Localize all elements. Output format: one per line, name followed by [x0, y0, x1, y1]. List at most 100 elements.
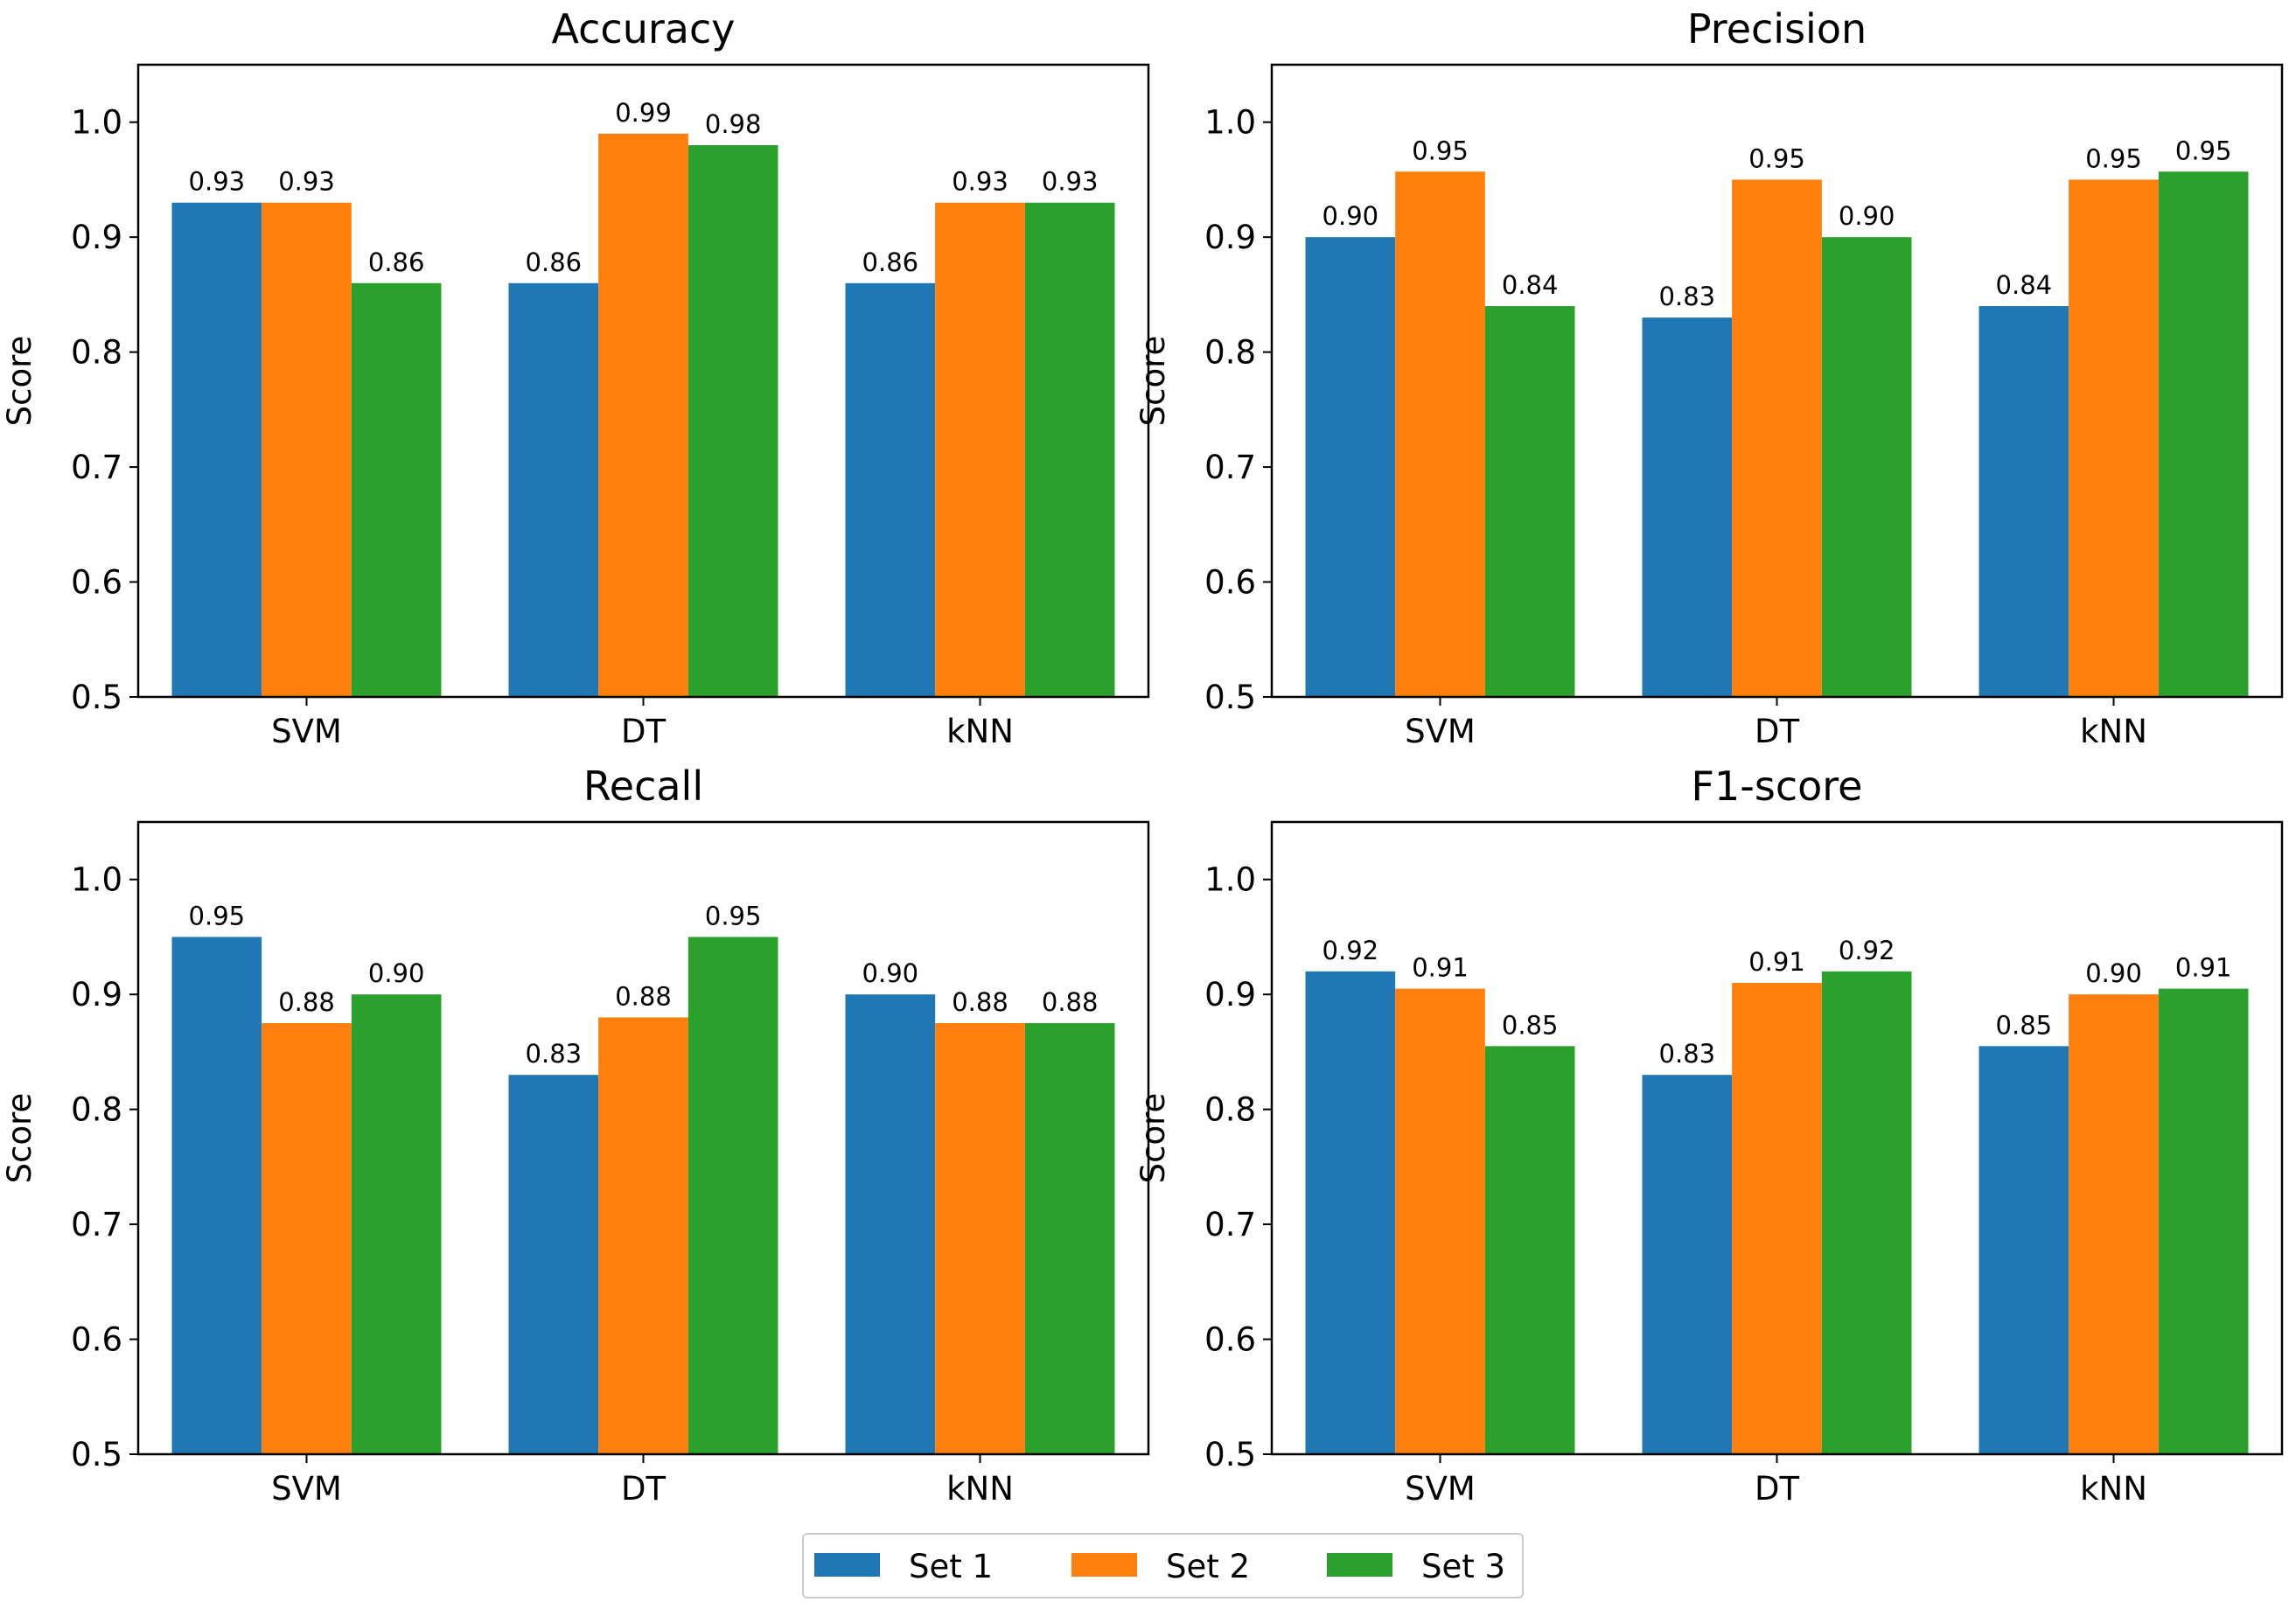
legend: Set 1 Set 2 Set 3: [802, 1533, 1524, 1599]
data-label: 0.90: [368, 958, 425, 988]
x-tick-label: kNN: [946, 1470, 1014, 1508]
y-tick-label: 0.9: [1204, 219, 1256, 256]
bar-accuracy-knn-set2: [935, 202, 1025, 697]
subplot-recall: Recall 0.5 0.6 0.7 0.8 0.9 1.0 Score SVM 0.95 0.88…: [1, 763, 1150, 1508]
y-tick-label: 0.8: [71, 1091, 122, 1129]
subplot-f1-score: F1-score 0.5 0.6 0.7 0.8 0.9 1.0 Score SVM 0.92 0.…: [1134, 763, 2284, 1508]
data-label: 0.91: [2175, 953, 2232, 983]
chart-title: Accuracy: [551, 5, 735, 52]
data-label: 0.90: [2085, 958, 2142, 988]
subplot-precision: Precision 0.5 0.6 0.7 0.8 0.9 1.0 Score SVM 0.90 0…: [1134, 5, 2284, 750]
bar-f1-score-svm-set3: [1484, 1046, 1575, 1454]
bar-f1-score-knn-set1: [1978, 1046, 2069, 1454]
data-label: 0.90: [862, 958, 919, 988]
data-label: 0.95: [2085, 143, 2142, 173]
x-tick-label: SVM: [271, 1470, 342, 1508]
data-label: 0.85: [1502, 1010, 1559, 1040]
bar-accuracy-knn-set3: [1024, 202, 1115, 697]
data-label: 0.90: [1839, 201, 1895, 231]
data-label: 0.91: [1748, 947, 1805, 977]
chart-title: Precision: [1687, 5, 1867, 52]
y-tick-label: 0.7: [1204, 1206, 1256, 1243]
bar-f1-score-knn-set3: [2158, 988, 2249, 1454]
legend-swatch: [1327, 1553, 1392, 1577]
x-tick-label: SVM: [1405, 713, 1476, 750]
subplot-grid: Accuracy 0.5 0.6 0.7 0.8 0.9 1.0 Score SVM 0.93 0.…: [1, 5, 2284, 1508]
bar-accuracy-svm-set1: [171, 202, 262, 697]
y-tick-label: 0.9: [71, 219, 122, 256]
bar-accuracy-dt-set3: [687, 145, 778, 697]
subplot-accuracy: Accuracy 0.5 0.6 0.7 0.8 0.9 1.0 Score SVM 0.93 0.…: [1, 5, 1150, 750]
bar-f1-score-dt-set1: [1642, 1075, 1733, 1454]
plot-area-frame: [136, 63, 1150, 699]
bar-precision-dt-set1: [1642, 317, 1733, 697]
x-tick-label: kNN: [2080, 713, 2147, 750]
y-axis-label: Score: [1, 1093, 38, 1184]
bar-recall-knn-set1: [845, 994, 936, 1454]
data-label: 0.90: [1322, 201, 1379, 231]
y-tick-label: 0.8: [1204, 1091, 1256, 1129]
data-label: 0.98: [705, 109, 762, 139]
y-tick-label: 1.0: [1204, 104, 1256, 142]
data-label: 0.95: [2175, 136, 2232, 165]
legend-label: Set 2: [1166, 1548, 1250, 1585]
y-tick-label: 0.8: [71, 334, 122, 372]
bar-precision-knn-set3: [2158, 171, 2249, 697]
bar-f1-score-dt-set2: [1732, 983, 1822, 1454]
y-tick-label: 0.9: [71, 976, 122, 1013]
y-axis-label: Score: [1134, 1093, 1172, 1184]
x-tick-label: SVM: [271, 713, 342, 750]
y-tick-label: 1.0: [71, 104, 122, 142]
y-tick-label: 0.9: [1204, 976, 1256, 1013]
data-label: 0.91: [1412, 953, 1469, 983]
data-label: 0.83: [1659, 282, 1716, 311]
data-label: 0.95: [1412, 136, 1469, 165]
legend-item-set1: Set 1: [814, 1548, 993, 1585]
bar-precision-knn-set2: [2069, 179, 2159, 698]
legend-label: Set 3: [1421, 1548, 1505, 1585]
x-tick-label: kNN: [2080, 1470, 2147, 1508]
y-tick-label: 0.5: [71, 679, 122, 716]
plot-area-frame: [1270, 63, 2284, 699]
data-label: 0.86: [526, 247, 583, 277]
bar-accuracy-knn-set1: [845, 282, 936, 697]
bar-precision-svm-set1: [1305, 237, 1396, 697]
data-label: 0.88: [615, 981, 672, 1011]
bar-f1-score-svm-set2: [1395, 988, 1485, 1454]
data-label: 0.93: [278, 167, 335, 197]
bar-f1-score-svm-set1: [1305, 971, 1396, 1454]
y-tick-label: 0.7: [71, 449, 122, 486]
bar-recall-svm-set1: [171, 937, 262, 1454]
data-label: 0.92: [1839, 936, 1895, 965]
legend-item-set2: Set 2: [1071, 1548, 1250, 1585]
y-tick-label: 0.6: [1204, 564, 1256, 602]
x-tick-label: DT: [1755, 1470, 1799, 1508]
data-label: 0.86: [368, 247, 425, 277]
data-label: 0.93: [189, 167, 246, 197]
y-tick-label: 0.6: [71, 564, 122, 602]
legend-swatch: [814, 1553, 880, 1577]
bar-f1-score-dt-set3: [1821, 971, 1912, 1454]
legend-label: Set 1: [909, 1548, 993, 1585]
y-tick-label: 0.6: [71, 1321, 122, 1359]
data-label: 0.84: [1502, 270, 1559, 300]
bar-recall-dt-set3: [687, 937, 778, 1454]
y-tick-label: 0.7: [71, 1206, 122, 1243]
plot-area-frame: [136, 820, 1150, 1456]
x-tick-label: SVM: [1405, 1470, 1476, 1508]
bar-f1-score-knn-set2: [2069, 994, 2159, 1454]
y-tick-label: 0.5: [1204, 1436, 1256, 1473]
y-axis-label: Score: [1134, 336, 1172, 427]
x-tick-label: kNN: [946, 713, 1014, 750]
data-label: 0.88: [1042, 987, 1099, 1017]
bar-precision-svm-set2: [1395, 171, 1485, 697]
y-tick-label: 0.7: [1204, 449, 1256, 486]
plot-area-frame: [1270, 820, 2284, 1456]
bar-recall-svm-set2: [262, 1023, 352, 1454]
bar-precision-dt-set2: [1732, 179, 1822, 698]
x-tick-label: DT: [1755, 713, 1799, 750]
bar-accuracy-svm-set2: [262, 202, 352, 697]
bar-precision-dt-set3: [1821, 237, 1912, 697]
bar-recall-svm-set3: [351, 994, 442, 1454]
